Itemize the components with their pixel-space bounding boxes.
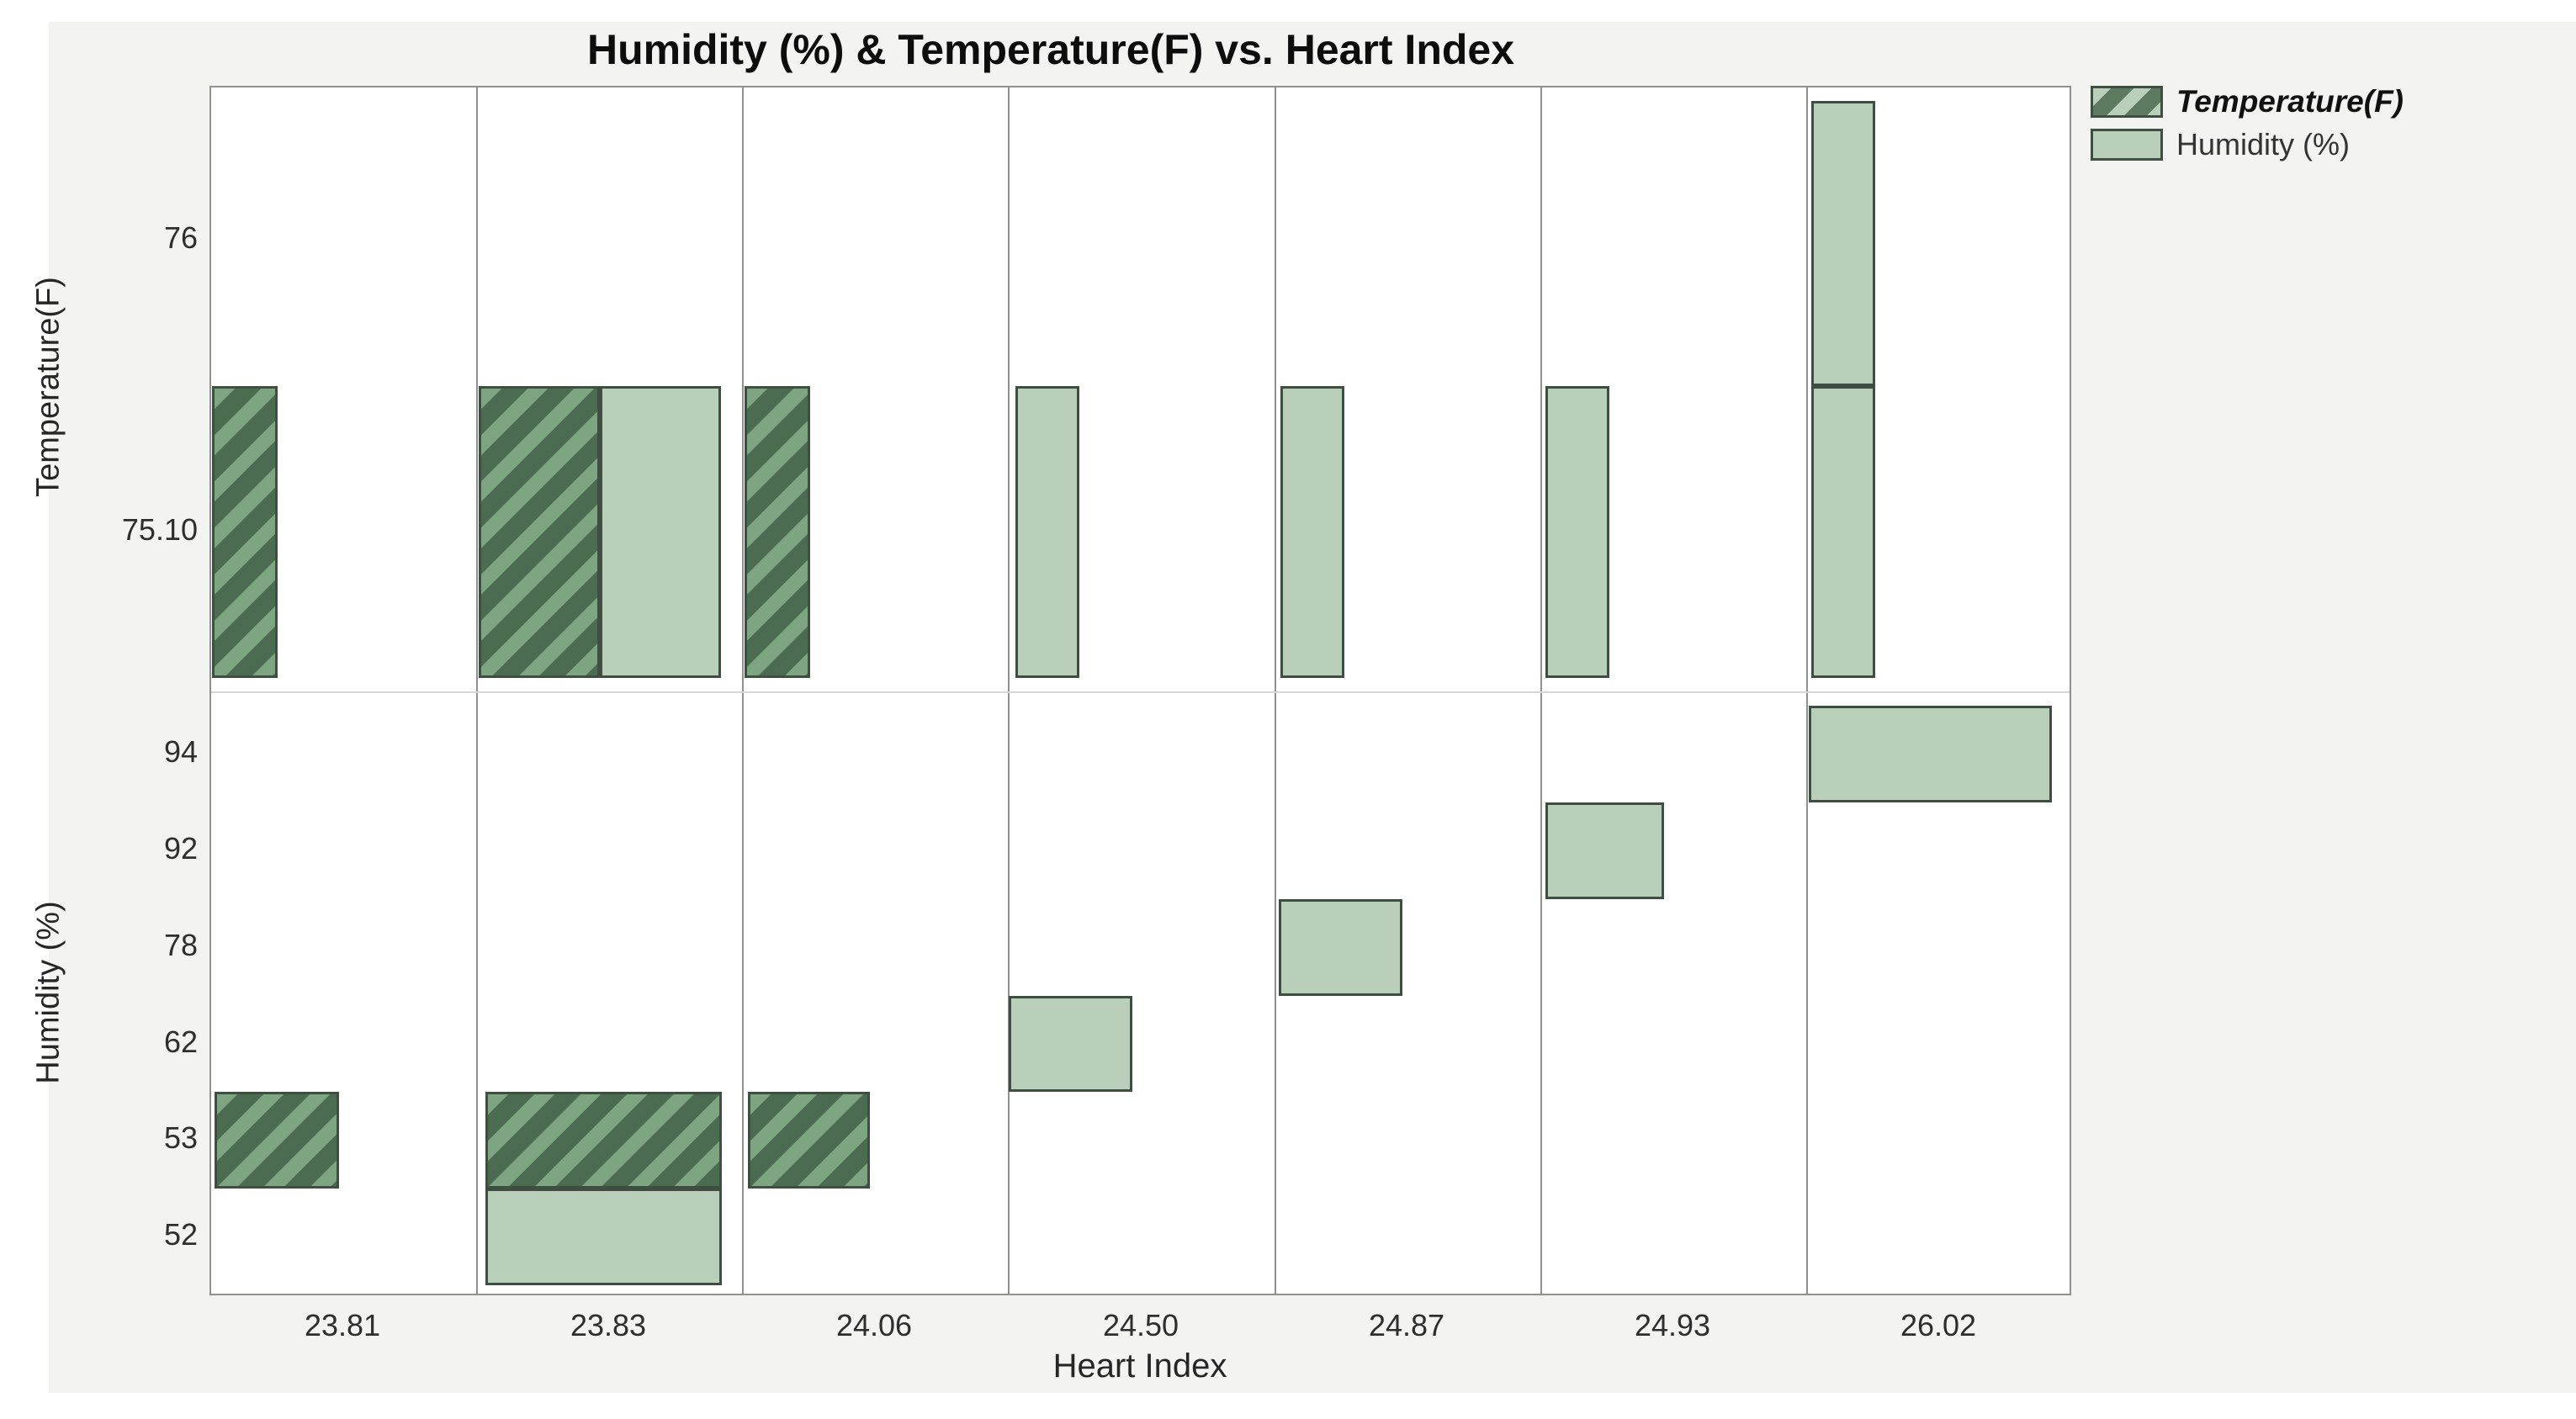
bar-temperature-x23.83-y53[interactable] <box>485 1092 722 1189</box>
x-tick-label-24.93: 24.93 <box>1634 1308 1711 1342</box>
plot-area <box>209 86 2071 1295</box>
x-tick-label-24.06: 24.06 <box>835 1308 913 1342</box>
bar-humidity-x26.02-y94[interactable] <box>1809 706 2052 802</box>
column-boundary-line <box>1806 87 1808 1294</box>
bar-humidity-x24.50-y75.10[interactable] <box>1015 386 1079 678</box>
bar-humidity-x26.02-y75.10[interactable] <box>1811 386 1875 678</box>
bar-humidity-x24.50-y62[interactable] <box>1009 996 1132 1092</box>
bar-temperature-x24.06-y75.10[interactable] <box>745 386 810 678</box>
legend: Temperature(F) Humidity (%) <box>2091 84 2404 170</box>
column-boundary-line <box>742 87 744 1294</box>
y-tick-label-humidity-62: 62 <box>163 1025 198 1059</box>
bar-humidity-x24.93-y92[interactable] <box>1545 802 1664 899</box>
bottom-margin <box>0 1393 2576 1419</box>
legend-item-temperature[interactable]: Temperature(F) <box>2091 84 2404 119</box>
x-tick-label-24.87: 24.87 <box>1368 1308 1445 1342</box>
column-boundary-line <box>476 87 478 1294</box>
top-margin <box>0 0 2576 22</box>
x-tick-label-23.81: 23.81 <box>304 1308 381 1342</box>
chart-title: Humidity (%) & Temperature(F) vs. Heart … <box>586 26 1515 73</box>
column-boundary-line <box>1540 87 1542 1294</box>
legend-label-humidity: Humidity (%) <box>2176 127 2351 161</box>
x-axis-title: Heart Index <box>1052 1348 1227 1385</box>
y-tick-label-humidity-94: 94 <box>163 734 198 769</box>
y-tick-label-humidity-78: 78 <box>163 928 198 962</box>
temperature-hatched-swatch-icon <box>2091 86 2163 118</box>
y-tick-label-humidity-92: 92 <box>163 831 198 866</box>
y-axis-title-temperature: Temperature(F) <box>30 277 66 497</box>
column-boundary-line <box>1275 87 1276 1294</box>
bar-temperature-x23.81-y75.10[interactable] <box>212 386 278 678</box>
humidity-solid-swatch-icon <box>2091 129 2163 161</box>
y-tick-label-humidity-53: 53 <box>163 1120 198 1155</box>
legend-item-humidity[interactable]: Humidity (%) <box>2091 127 2404 162</box>
bar-temperature-x24.06-y53[interactable] <box>748 1092 870 1189</box>
bar-temperature-x23.81-y53[interactable] <box>215 1092 339 1189</box>
x-tick-label-24.50: 24.50 <box>1102 1308 1179 1342</box>
bar-humidity-x24.93-y75.10[interactable] <box>1545 386 1609 678</box>
bar-humidity-x23.83-y75.10[interactable] <box>600 386 721 678</box>
bar-humidity-x26.02-y76[interactable] <box>1811 101 1875 386</box>
y-tick-label-temperature-76: 76 <box>163 220 198 255</box>
bar-humidity-x23.83-y52[interactable] <box>485 1189 722 1285</box>
bar-humidity-x24.87-y78[interactable] <box>1279 899 1402 996</box>
y-tick-label-temperature-75.10: 75.10 <box>121 512 198 547</box>
x-tick-label-23.83: 23.83 <box>570 1308 647 1342</box>
column-boundary-line <box>1008 87 1010 1294</box>
bar-humidity-x24.87-y75.10[interactable] <box>1280 386 1344 678</box>
panel-divider-line <box>211 691 2070 693</box>
bar-temperature-x23.83-y75.10[interactable] <box>479 386 600 678</box>
y-tick-label-humidity-52: 52 <box>163 1217 198 1252</box>
legend-label-temperature: Temperature(F) <box>2176 84 2404 119</box>
x-tick-label-26.02: 26.02 <box>1900 1308 1977 1342</box>
left-margin <box>0 0 49 1419</box>
